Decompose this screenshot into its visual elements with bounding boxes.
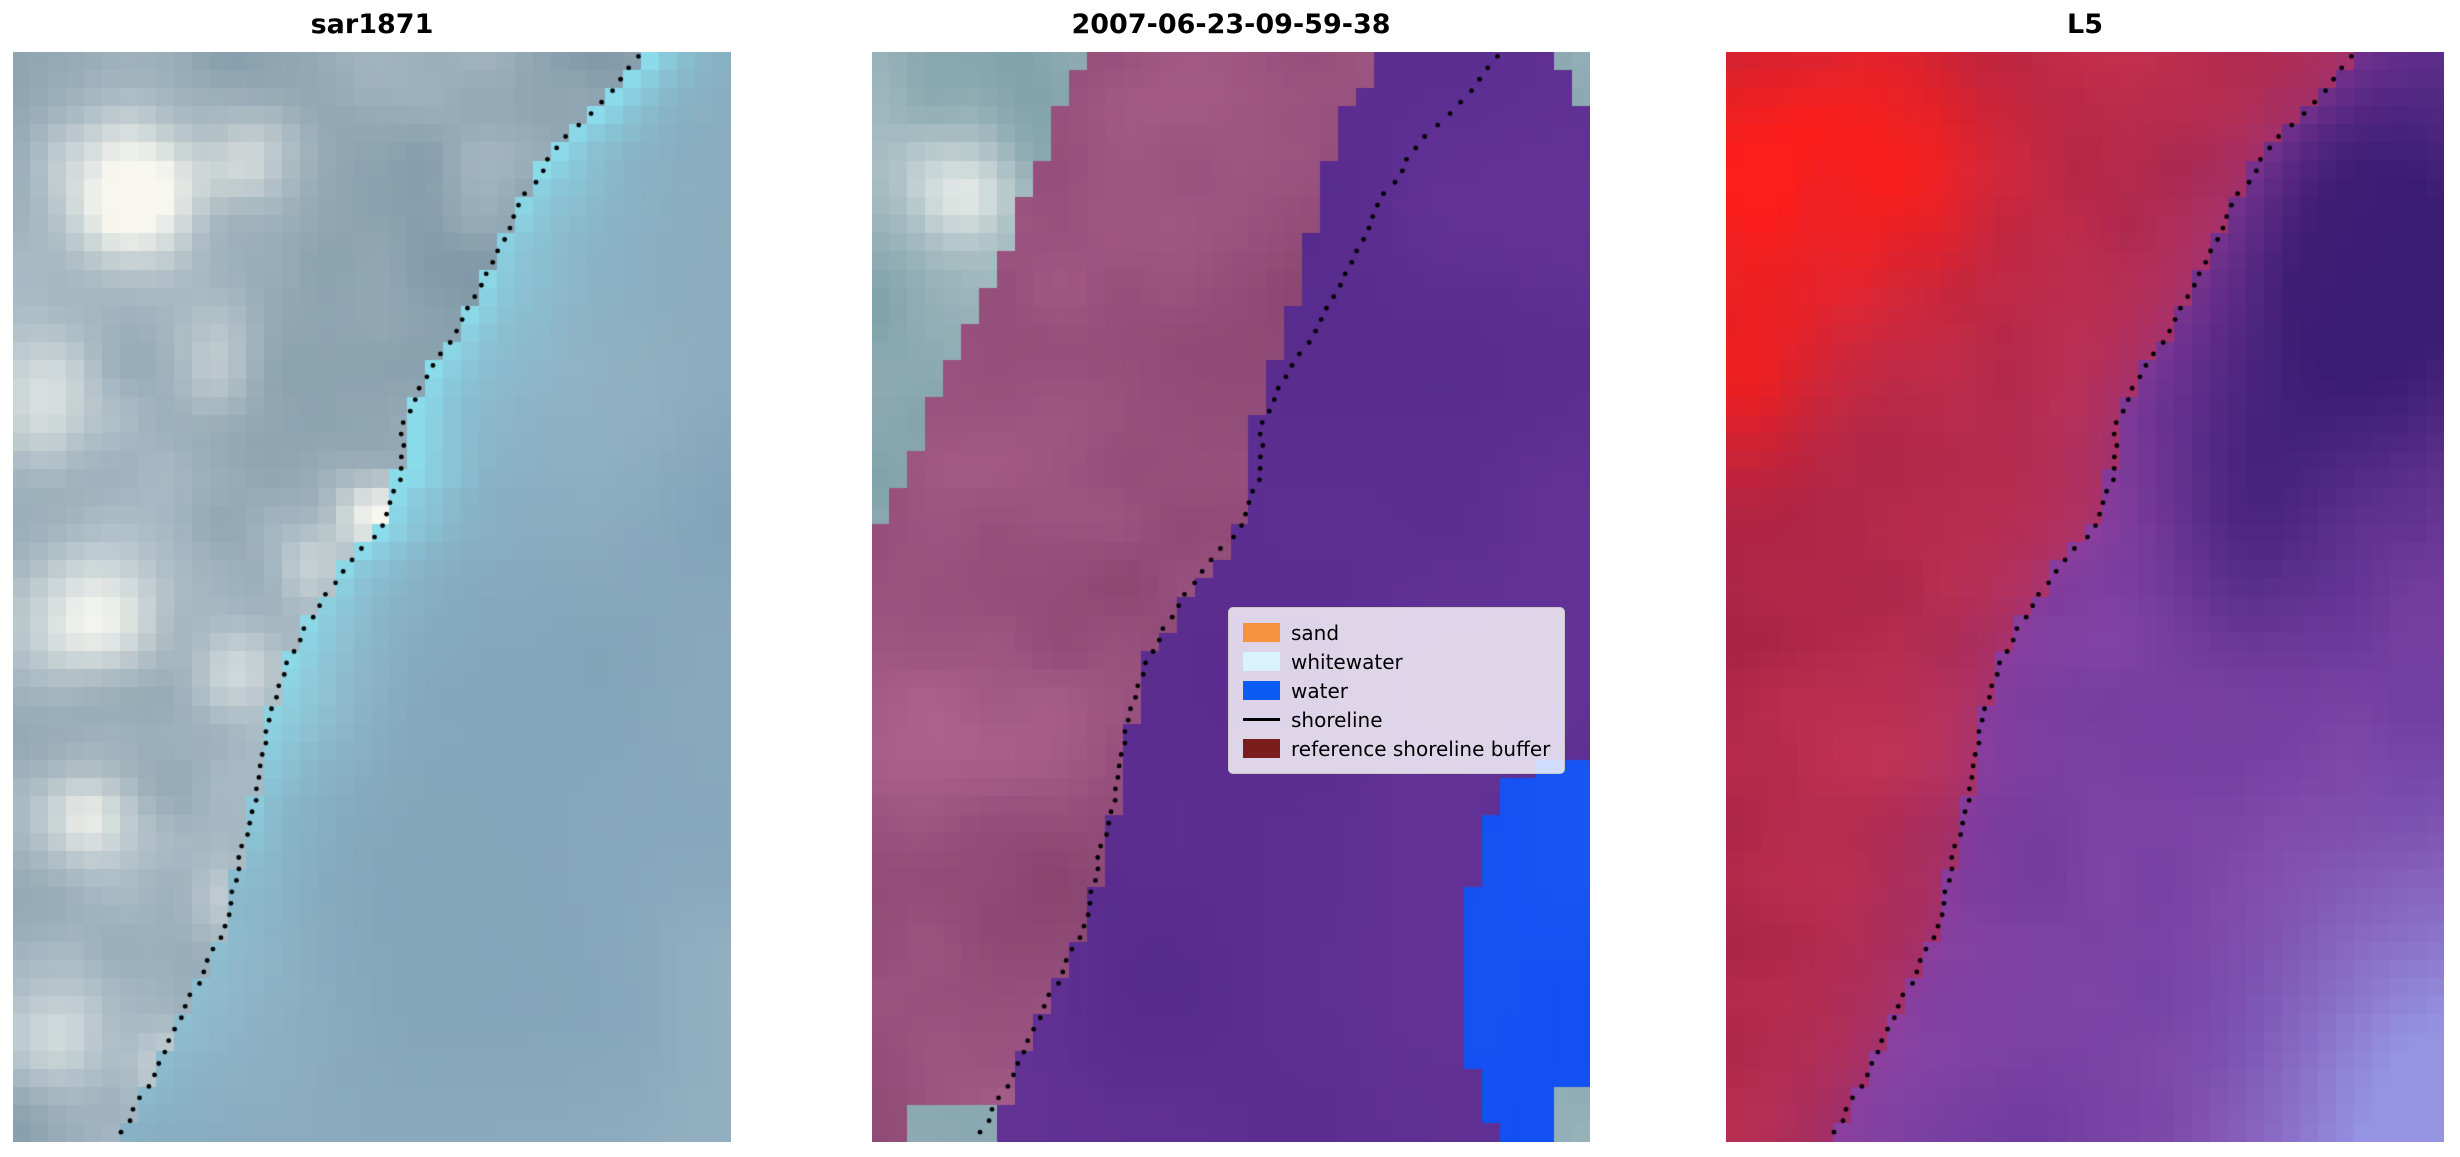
water-swatch [1243, 681, 1280, 700]
reference-buffer-swatch [1243, 739, 1280, 758]
panel-l5: L5 [1726, 0, 2444, 1142]
panel-title-sar: sar1871 [310, 9, 434, 40]
panel-title-date: 2007-06-23-09-59-38 [1071, 9, 1391, 40]
legend-item-reference-buffer: reference shoreline buffer [1243, 734, 1550, 763]
legend-label-water: water [1291, 678, 1348, 703]
legend-item-sand: sand [1243, 618, 1550, 647]
sand-swatch [1243, 623, 1280, 642]
l5-image-canvas [1726, 52, 2444, 1142]
panel-sar: sar1871 [13, 0, 731, 1142]
legend-label-whitewater: whitewater [1291, 649, 1403, 674]
legend-item-shoreline: shoreline [1243, 705, 1550, 734]
panel-title-l5: L5 [2067, 9, 2103, 40]
classification-image-canvas [872, 52, 1590, 1142]
legend-item-whitewater: whitewater [1243, 647, 1550, 676]
legend: sand whitewater water shoreline referenc… [1228, 607, 1566, 774]
legend-label-sand: sand [1291, 620, 1340, 645]
sar-image-canvas [13, 52, 731, 1142]
legend-item-water: water [1243, 676, 1550, 705]
shoreline-line-swatch [1243, 718, 1280, 721]
panel-classification: 2007-06-23-09-59-38 sand whitewater wate… [872, 0, 1590, 1142]
legend-label-shoreline: shoreline [1291, 707, 1383, 732]
legend-label-reference-buffer: reference shoreline buffer [1291, 736, 1551, 761]
whitewater-swatch [1243, 652, 1280, 671]
